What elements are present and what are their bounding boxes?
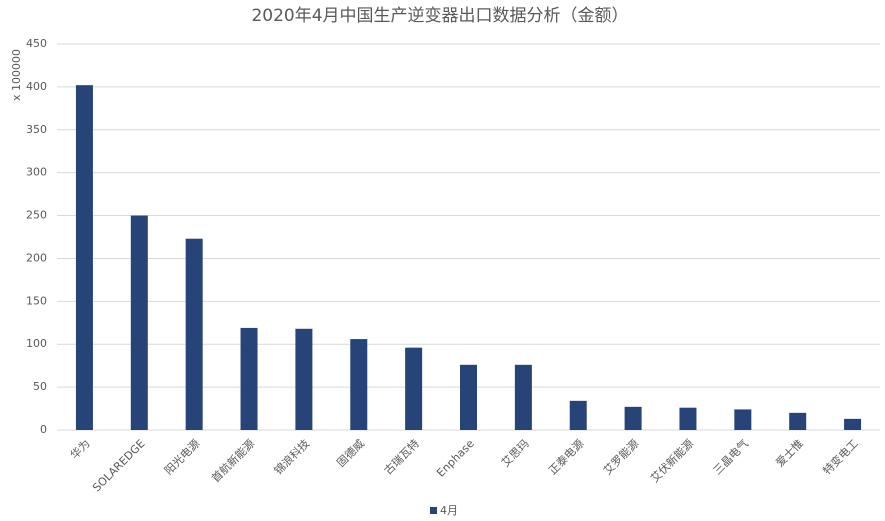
x-tick-label: Enphase — [434, 437, 477, 480]
x-tick-label: 艾伏新能源 — [647, 436, 696, 485]
bar — [460, 364, 477, 430]
y-tick-label: 150 — [26, 294, 47, 307]
x-tick-label: 爱士惟 — [773, 437, 806, 470]
bar — [405, 347, 423, 430]
x-tick-label: 艾思玛 — [499, 437, 532, 470]
legend-swatch — [430, 507, 437, 514]
x-tick-label: 三晶电气 — [710, 436, 751, 477]
bar — [624, 406, 642, 430]
bar — [240, 327, 258, 430]
chart-title: 2020年4月中国生产逆变器出口数据分析（金额） — [251, 6, 628, 26]
x-tick-label: 古瑞瓦特 — [381, 436, 422, 477]
x-tick-label: 特变电工 — [820, 436, 861, 477]
x-tick-label: 阳光电源 — [161, 436, 202, 477]
bar — [185, 238, 203, 430]
x-tick-label: 华为 — [67, 436, 92, 461]
bar — [295, 328, 313, 430]
y-tick-label: 400 — [26, 80, 47, 93]
x-tick-label: 艾罗能源 — [600, 436, 641, 477]
y-tick-label: 300 — [26, 166, 47, 179]
bar — [514, 364, 532, 430]
bar — [679, 407, 697, 430]
y-tick-label: 200 — [26, 251, 47, 264]
x-tick-label: 固德威 — [334, 436, 367, 469]
y-tick-label: 100 — [26, 337, 47, 350]
y-tick-label: 0 — [40, 423, 47, 436]
bar — [789, 412, 807, 430]
bar — [75, 85, 93, 430]
y-tick-label: 450 — [26, 37, 47, 50]
x-tick-label: 首航新能源 — [208, 436, 257, 485]
x-tick-label: SOLAREDGE — [90, 437, 147, 494]
bar — [350, 339, 368, 430]
y-axis-label: x 100000 — [10, 49, 23, 101]
bar — [569, 400, 587, 430]
x-tick-label: 锦浪科技 — [271, 436, 312, 477]
y-tick-label: 50 — [33, 380, 47, 393]
x-tick-label: 正泰电源 — [545, 436, 586, 477]
bar — [844, 418, 862, 430]
bar — [734, 409, 752, 430]
y-tick-label: 250 — [26, 209, 47, 222]
y-tick-label: 350 — [26, 123, 47, 136]
bar — [130, 215, 148, 430]
legend-label: 4月 — [440, 504, 458, 517]
